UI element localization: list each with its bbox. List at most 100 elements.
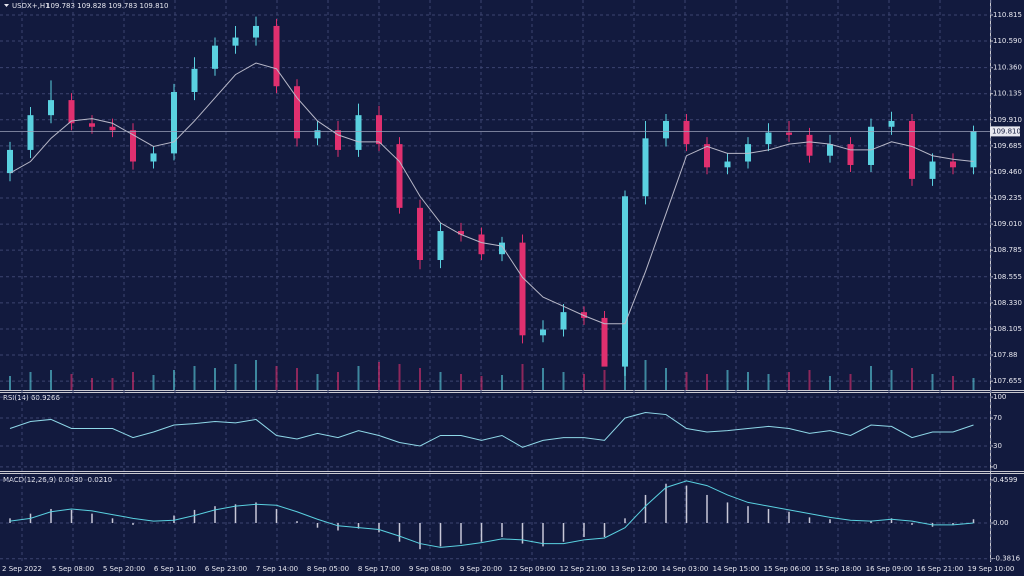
y-tick-label: 109.910 xyxy=(993,116,1022,124)
candle-body xyxy=(212,45,218,69)
x-tick-label: 12 Sep 21:00 xyxy=(560,565,607,573)
candle-body xyxy=(130,130,136,162)
candle-body xyxy=(7,149,13,174)
volume-bar xyxy=(419,368,421,390)
macd-bar xyxy=(706,494,708,524)
y-tick-label: 0 xyxy=(993,463,997,471)
candle-body xyxy=(27,115,34,150)
x-tick-label: 9 Sep 20:00 xyxy=(460,565,502,573)
candle-body xyxy=(109,126,116,131)
macd-bar xyxy=(583,523,585,538)
macd-bar xyxy=(275,508,278,524)
volume-bar xyxy=(644,360,647,390)
volume-bar xyxy=(829,376,831,390)
volume-bar xyxy=(460,374,462,390)
macd-bar xyxy=(316,523,319,528)
x-tick-label: 16 Sep 21:00 xyxy=(917,565,964,573)
x-tick-label: 8 Sep 05:00 xyxy=(307,565,349,573)
volume-bar xyxy=(870,366,872,390)
volume-bar xyxy=(562,372,565,390)
candle-body xyxy=(376,115,382,145)
volume-bar xyxy=(952,376,954,390)
menu-arrow[interactable] xyxy=(4,4,9,7)
macd-bar xyxy=(911,523,913,525)
candle-body xyxy=(499,242,505,255)
macd-bar xyxy=(50,508,52,524)
volume-bar xyxy=(357,366,360,390)
volume-bar xyxy=(255,360,257,390)
volume-bar xyxy=(788,372,790,390)
candle-body xyxy=(396,144,403,208)
last-price-label: 109.810 xyxy=(992,127,1021,135)
volume-bar xyxy=(521,364,524,390)
volume-bar xyxy=(767,374,770,390)
macd-bar xyxy=(726,502,729,524)
y-tick-label: 100 xyxy=(993,393,1006,401)
candle-body xyxy=(458,231,464,235)
y-tick-label: 110.135 xyxy=(993,90,1022,98)
quote: 109.783 109.828 109.783 109.810 xyxy=(46,2,168,10)
x-tick-label: 14 Sep 03:00 xyxy=(662,565,709,573)
volume-bar xyxy=(234,364,237,390)
volume-bar xyxy=(9,376,11,390)
candle-body xyxy=(273,25,280,87)
volume-bar xyxy=(747,372,749,390)
candle-body xyxy=(540,329,546,336)
candle-body xyxy=(847,144,854,165)
candle-body xyxy=(745,144,751,162)
volume-bar xyxy=(685,372,688,390)
x-tick-label: 9 Sep 08:00 xyxy=(409,565,451,573)
y-tick-label: 109.010 xyxy=(993,220,1022,228)
candle-body xyxy=(601,317,608,367)
x-tick-label: 15 Sep 06:00 xyxy=(764,565,811,573)
macd-bar xyxy=(644,494,647,524)
candle-body xyxy=(355,115,362,150)
volume-bar xyxy=(193,366,196,390)
macd-bar xyxy=(501,523,503,538)
candle-body xyxy=(478,234,485,255)
macd-bar xyxy=(870,521,872,524)
x-tick-label: 12 Sep 09:00 xyxy=(509,565,556,573)
volume-bar xyxy=(316,374,319,390)
rsi-line xyxy=(9,411,974,448)
macd-bar xyxy=(890,518,893,524)
volume-bar xyxy=(583,374,585,390)
macd-signal xyxy=(9,480,974,548)
volume-bar xyxy=(91,378,93,390)
candle-body xyxy=(909,120,915,179)
candle-body xyxy=(806,134,813,156)
macd-bar xyxy=(685,485,688,524)
candle-body xyxy=(171,91,177,154)
x-tick-label: 5 Sep 20:00 xyxy=(103,565,145,573)
volume-bar xyxy=(480,376,483,390)
candle-body xyxy=(437,231,444,260)
volume-bar xyxy=(726,370,729,390)
y-tick-label: 110.590 xyxy=(993,37,1022,45)
y-tick-label: 107.655 xyxy=(993,377,1022,385)
y-tick-label: 108.330 xyxy=(993,299,1022,307)
y-tick-label: 110.815 xyxy=(993,11,1022,19)
macd-bar xyxy=(480,523,483,542)
macd-bar xyxy=(132,523,134,525)
candle-body xyxy=(868,126,874,165)
volume-bar xyxy=(808,370,811,390)
y-tick-label: 109.460 xyxy=(993,168,1022,176)
x-tick-label: 13 Sep 12:00 xyxy=(611,565,658,573)
macd-bar xyxy=(439,523,442,547)
volume-bar xyxy=(972,378,975,390)
macd-bar xyxy=(337,523,339,531)
macd-label: MACD(12,26,9) 0.0430 -0.0210 xyxy=(3,476,112,484)
volume-bar xyxy=(337,372,339,390)
moving-average xyxy=(9,62,974,325)
candle-body xyxy=(970,131,977,168)
volume-bar xyxy=(911,368,913,390)
macd-bar xyxy=(952,523,954,525)
macd-bar xyxy=(562,523,565,542)
volume-bar xyxy=(275,366,278,390)
macd-bar xyxy=(255,502,257,524)
candle-body xyxy=(765,132,772,145)
candle-body xyxy=(417,207,423,260)
volume-bar xyxy=(29,372,32,390)
candle-body xyxy=(253,25,259,38)
candle-body xyxy=(581,312,587,318)
